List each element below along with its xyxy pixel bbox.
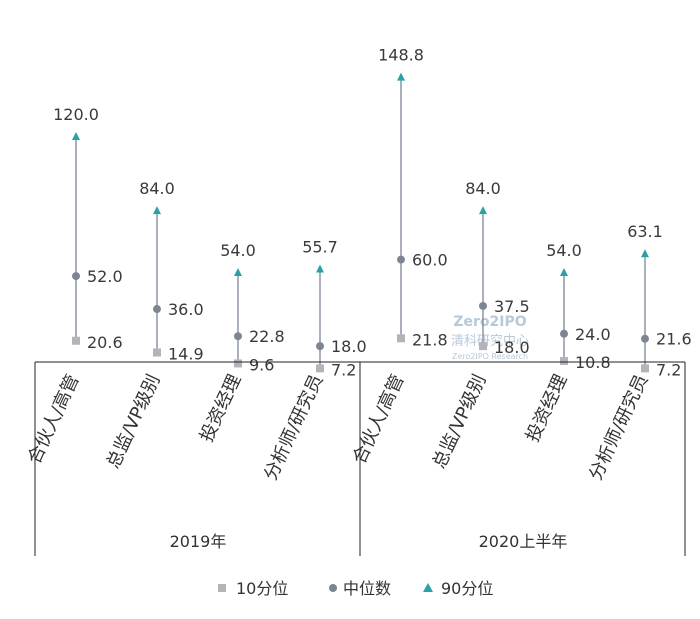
median-label: 60.0 [412, 251, 448, 270]
median-point [153, 305, 161, 314]
legend-median-marker [329, 584, 337, 592]
category-label: 分析师/研究员 [585, 371, 652, 483]
p10-point [153, 348, 161, 357]
p10-label: 9.6 [249, 355, 274, 374]
p90-point [153, 206, 161, 215]
p10-label: 20.6 [87, 333, 123, 352]
p10-point [72, 336, 80, 345]
p10-label: 7.2 [656, 360, 681, 379]
legend-p90-marker [423, 583, 433, 592]
category-label: 投资经理 [522, 371, 571, 445]
p90-label: 84.0 [465, 179, 501, 198]
p90-point [316, 264, 324, 273]
p10-point [397, 334, 405, 343]
p10-label: 18.0 [494, 338, 530, 357]
p90-point [479, 206, 487, 215]
p90-point [641, 249, 649, 258]
median-label: 21.6 [656, 330, 692, 349]
p90-label: 84.0 [139, 179, 175, 198]
median-label: 18.0 [331, 337, 367, 356]
p10-point [560, 356, 568, 365]
legend-p10-marker [218, 584, 226, 592]
p10-point [316, 364, 324, 373]
median-label: 37.5 [494, 297, 530, 316]
category-label: 投资经理 [196, 371, 245, 445]
legend: 10分位 中位数 90分位 [218, 579, 493, 598]
watermark-line3: Zero2IPO Research [452, 352, 528, 361]
p10-label: 7.2 [331, 360, 356, 379]
p90-label: 54.0 [546, 241, 582, 260]
p90-label: 148.8 [378, 46, 424, 65]
median-label: 22.8 [249, 327, 285, 346]
legend-median-label: 中位数 [343, 579, 391, 598]
p10-label: 14.9 [168, 345, 204, 364]
legend-p90-label: 90分位 [441, 579, 493, 598]
range-marks: 120.0 52.0 20.6 84.0 36.0 14.9 54.0 22.8 9.6 55.7… [53, 46, 692, 380]
group-label-2020h1: 2020上半年 [479, 532, 568, 551]
category-labels: 合伙人/高管 总监/VP级别 投资经理 分析师/研究员 合伙人/高管 总监/VP级别 投资经… [24, 371, 653, 483]
p90-point [72, 132, 80, 140]
p10-label: 21.8 [412, 330, 448, 349]
group-label-2019: 2019年 [170, 532, 227, 551]
watermark-line1: Zero2IPO [453, 314, 526, 330]
category-label: 合伙人/高管 [24, 371, 84, 467]
p90-point [397, 72, 405, 81]
p90-point [234, 267, 242, 276]
median-point [397, 255, 405, 264]
median-point [641, 334, 649, 343]
p90-label: 120.0 [53, 105, 99, 124]
p10-point [234, 359, 242, 368]
p90-point [560, 267, 568, 276]
median-point [560, 329, 568, 338]
median-point [316, 342, 324, 351]
p10-point [479, 342, 487, 351]
legend-p10-label: 10分位 [236, 579, 288, 598]
median-point [479, 301, 487, 310]
p90-label: 63.1 [627, 222, 663, 241]
median-label: 52.0 [87, 267, 123, 286]
category-label: 合伙人/高管 [349, 371, 409, 467]
category-label: 总监/VP级别 [429, 371, 491, 472]
category-label: 总监/VP级别 [103, 371, 165, 472]
category-label: 分析师/研究员 [260, 371, 327, 483]
p90-label: 54.0 [220, 241, 256, 260]
p90-label: 55.7 [302, 237, 338, 256]
median-label: 36.0 [168, 300, 204, 319]
watermark: Zero2IPO 清科研究中心 Zero2IPO Research [451, 314, 529, 361]
watermark-line2: 清科研究中心 [451, 334, 529, 349]
category-axis [34, 361, 686, 556]
median-label: 24.0 [575, 325, 611, 344]
median-point [234, 332, 242, 341]
p10-point [641, 364, 649, 373]
median-point [72, 272, 80, 281]
